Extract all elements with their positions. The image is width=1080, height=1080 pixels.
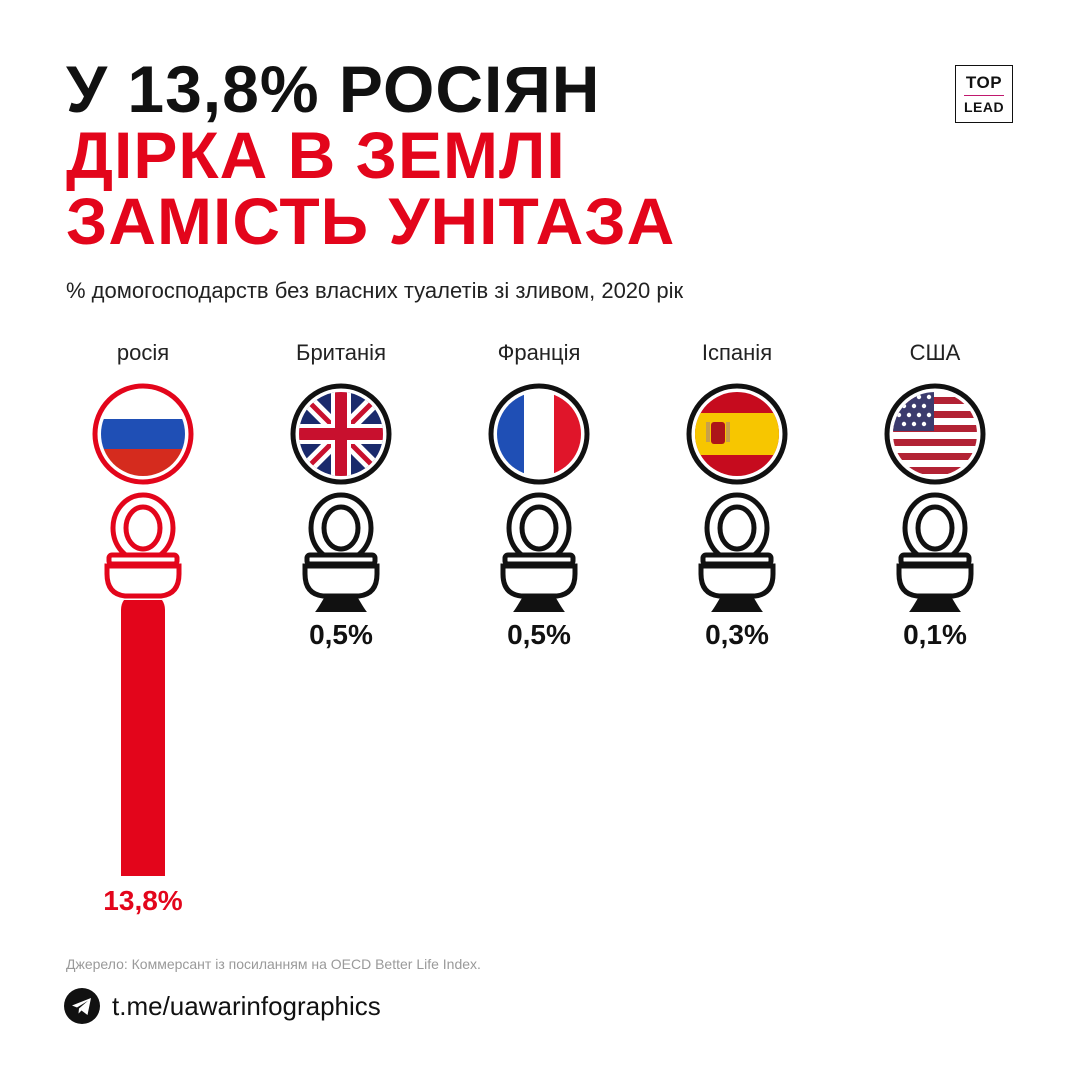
- logo-bottom-text: LEAD: [963, 99, 1005, 116]
- country-label: Британія: [296, 340, 386, 365]
- title-line-2: ДІРКА В ЗЕМЛІ: [66, 118, 566, 192]
- flag-usa-icon: [884, 383, 986, 485]
- country-label: США: [910, 340, 961, 365]
- telegram-link[interactable]: t.me/uawarinfographics: [112, 990, 381, 1021]
- footer: t.me/uawarinfographics: [64, 988, 381, 1024]
- country-label: Франція: [498, 340, 581, 365]
- chart-subtitle: % домогосподарств без власних туалетів з…: [66, 278, 684, 303]
- bar: [513, 598, 565, 612]
- bar: [315, 598, 367, 612]
- telegram-icon[interactable]: [64, 988, 100, 1024]
- value-label: 0,5%: [309, 619, 373, 650]
- value-label: 13,8%: [103, 885, 182, 916]
- flag-uk-icon: [290, 383, 392, 485]
- country-group: США 0,1%: [884, 340, 986, 650]
- toplead-logo: TOP LEAD: [955, 65, 1013, 123]
- title-line-1: У 13,8% РОСІЯН: [66, 52, 601, 126]
- value-label: 0,5%: [507, 619, 571, 650]
- country-group: Іспанія 0,3%: [686, 340, 788, 650]
- toilet-icon: [896, 492, 974, 599]
- source-note: Джерело: Коммерсант із посиланням на OEC…: [66, 956, 481, 972]
- logo-top-text: TOP: [965, 72, 1003, 92]
- country-group: Франція 0,5%: [488, 340, 590, 650]
- bar: [121, 600, 165, 876]
- bar: [909, 598, 961, 612]
- toilet-icon: [698, 492, 776, 599]
- toilet-icon: [302, 492, 380, 599]
- country-label: Іспанія: [702, 340, 772, 365]
- logo-divider: [964, 94, 1004, 97]
- bar: [711, 598, 763, 612]
- flag-spain-icon: [686, 383, 788, 485]
- toilet-icon: [104, 492, 182, 599]
- flag-france-icon: [488, 383, 590, 485]
- country-group: Британія 0,5%: [290, 340, 392, 650]
- country-label: росія: [117, 340, 169, 365]
- title-line-3: ЗАМІСТЬ УНІТАЗА: [66, 184, 676, 258]
- value-label: 0,1%: [903, 619, 967, 650]
- title-block: У 13,8% РОСІЯН ДІРКА В ЗЕМЛІ ЗАМІСТЬ УНІ…: [66, 56, 675, 254]
- value-label: 0,3%: [705, 619, 769, 650]
- toilet-icon: [500, 492, 578, 599]
- country-group: росія 13,8%: [92, 340, 194, 916]
- flag-russia-icon: [92, 383, 194, 485]
